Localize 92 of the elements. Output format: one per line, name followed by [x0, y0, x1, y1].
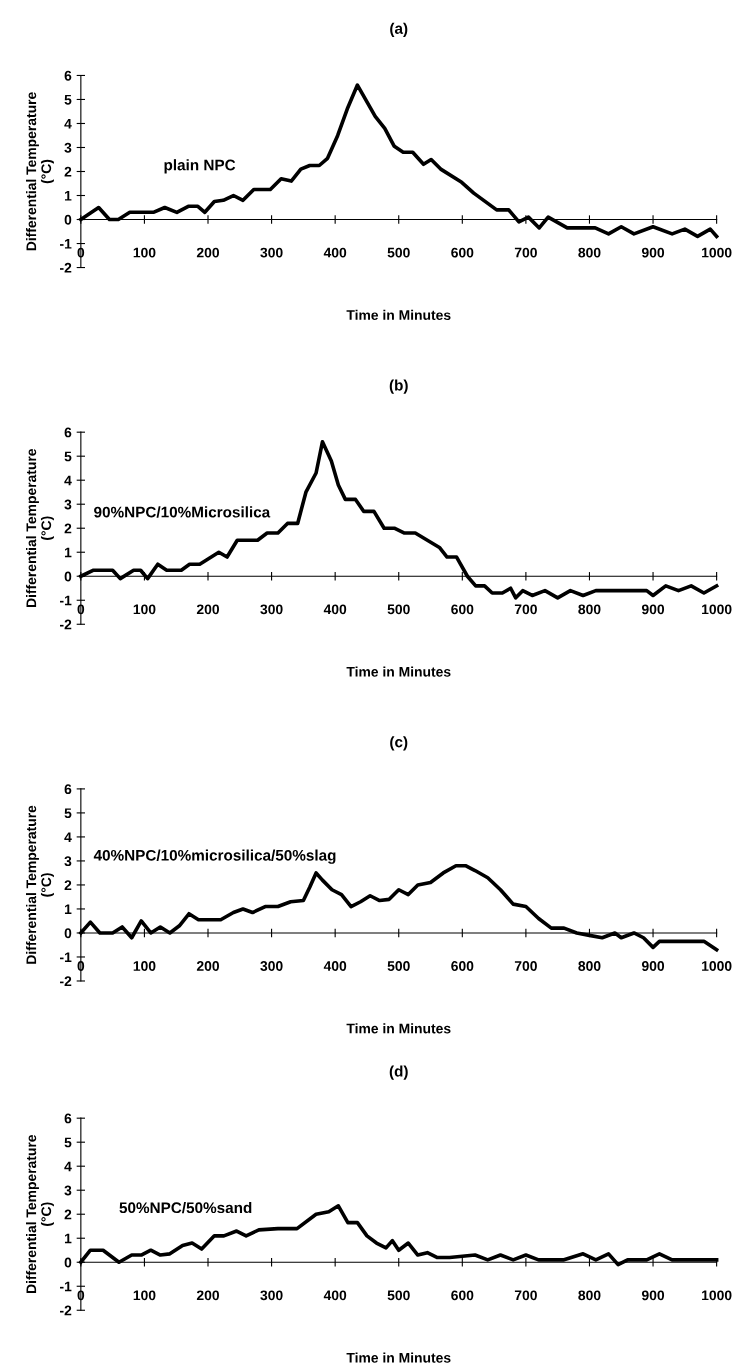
series-label: 50%NPC/50%sand [119, 1201, 252, 1214]
y-tick-label: -2 [60, 262, 72, 273]
x-tick-label: 500 [387, 961, 410, 971]
x-axis-title: Time in Minutes [346, 1352, 451, 1363]
y-tick-label: -2 [60, 1305, 72, 1316]
chart-title: (a) [390, 22, 408, 37]
y-tick-label: 6 [64, 784, 72, 795]
x-tick-label: 400 [323, 247, 347, 258]
x-tick-label: 300 [260, 1290, 283, 1301]
y-tick-label: 1 [64, 904, 72, 914]
x-tick-label: 500 [387, 604, 410, 615]
y-tick-label: 3 [64, 1185, 72, 1196]
y-tick-label: 1 [64, 1233, 72, 1244]
x-tick-label: 800 [578, 961, 601, 971]
y-axis-title: Differential Temperature (°C) [26, 448, 54, 608]
y-tick-label: 0 [64, 571, 72, 582]
x-tick-label: 800 [578, 604, 601, 615]
y-tick-label: 6 [64, 1113, 72, 1124]
y-tick-label: 5 [64, 808, 72, 819]
y-tick-label: 1 [64, 547, 72, 558]
x-tick-label: 300 [260, 604, 283, 615]
y-tick-label: 2 [64, 1209, 72, 1220]
x-tick-label: 600 [451, 961, 474, 971]
x-tick-label: 700 [514, 961, 537, 971]
x-tick-label: 700 [514, 604, 537, 615]
x-tick-label: 200 [196, 1290, 220, 1301]
x-tick-label: 200 [196, 247, 220, 258]
y-tick-label: 2 [64, 880, 72, 890]
x-tick-label: 100 [133, 247, 156, 258]
x-axis-title: Time in Minutes [346, 309, 451, 320]
series-label: plain NPC [164, 159, 236, 174]
x-tick-label: 600 [451, 604, 474, 615]
series-label: 40%NPC/10%microsilica/50%slag [93, 849, 336, 864]
x-tick-label: 400 [323, 604, 347, 615]
series-label: 90%NPC/10%Microsilica [94, 506, 271, 518]
x-tick-label: 1000 [702, 1290, 732, 1301]
x-axis-title: Time in Minutes [346, 666, 451, 677]
x-tick-label: 400 [323, 1290, 347, 1301]
y-tick-label: -2 [60, 619, 72, 630]
y-tick-label: 2 [64, 166, 72, 177]
x-tick-label: 100 [133, 604, 156, 615]
y-tick-label: 3 [64, 856, 72, 867]
chart-title: (d) [389, 1065, 408, 1080]
y-tick-label: 0 [64, 928, 72, 939]
y-tick-label: 0 [64, 214, 72, 225]
chart-title: (c) [390, 736, 408, 751]
x-tick-label: 800 [578, 247, 601, 258]
x-tick-label: 200 [196, 961, 220, 971]
x-tick-label: 800 [578, 1290, 601, 1301]
y-tick-label: 0 [64, 1257, 72, 1268]
y-tick-label: 4 [64, 475, 72, 486]
x-tick-label: 900 [641, 247, 665, 258]
x-tick-label: 1000 [702, 247, 732, 258]
y-axis-title: Differential Temperature (°C) [26, 1134, 54, 1294]
x-tick-label: 600 [451, 1290, 474, 1301]
x-tick-label: 900 [641, 961, 665, 971]
y-tick-label: 2 [64, 523, 72, 534]
x-tick-label: 300 [260, 961, 283, 971]
y-tick-label: 4 [64, 1161, 72, 1172]
x-tick-label: 1000 [702, 961, 732, 971]
y-tick-label: 5 [64, 1137, 72, 1148]
y-tick-label: 4 [64, 118, 72, 129]
y-tick-label: -1 [60, 239, 72, 249]
y-tick-label: 5 [64, 451, 72, 462]
x-tick-label: 500 [387, 247, 410, 258]
x-axis-title: Time in Minutes [346, 1023, 451, 1034]
x-tick-label: 900 [641, 1290, 665, 1301]
x-tick-label: 600 [451, 247, 474, 258]
y-axis-title: Differential Temperature (°C) [26, 92, 54, 251]
x-tick-label: 200 [196, 604, 220, 615]
x-tick-label: 100 [133, 1290, 156, 1301]
y-tick-label: -1 [60, 1281, 72, 1292]
x-tick-label: 1000 [702, 604, 732, 615]
x-tick-label: 100 [133, 961, 156, 971]
x-tick-label: 700 [514, 1290, 537, 1301]
y-tick-label: -1 [60, 595, 72, 606]
y-tick-label: -1 [60, 952, 72, 962]
y-axis-title: Differential Temperature (°C) [26, 805, 54, 964]
y-tick-label: 3 [64, 499, 72, 510]
x-tick-label: 700 [514, 247, 537, 258]
x-tick-label: 300 [260, 247, 283, 258]
x-tick-label: 500 [387, 1290, 410, 1301]
x-tick-label: 400 [323, 961, 347, 971]
y-tick-label: 6 [64, 70, 72, 81]
y-tick-label: 1 [64, 190, 72, 201]
y-tick-label: 6 [64, 427, 72, 438]
y-tick-label: 4 [64, 832, 72, 842]
x-tick-label: 900 [641, 604, 665, 615]
y-tick-label: -2 [60, 976, 72, 987]
chart-title: (b) [389, 379, 408, 394]
y-tick-label: 5 [64, 94, 72, 105]
y-tick-label: 3 [64, 142, 72, 153]
